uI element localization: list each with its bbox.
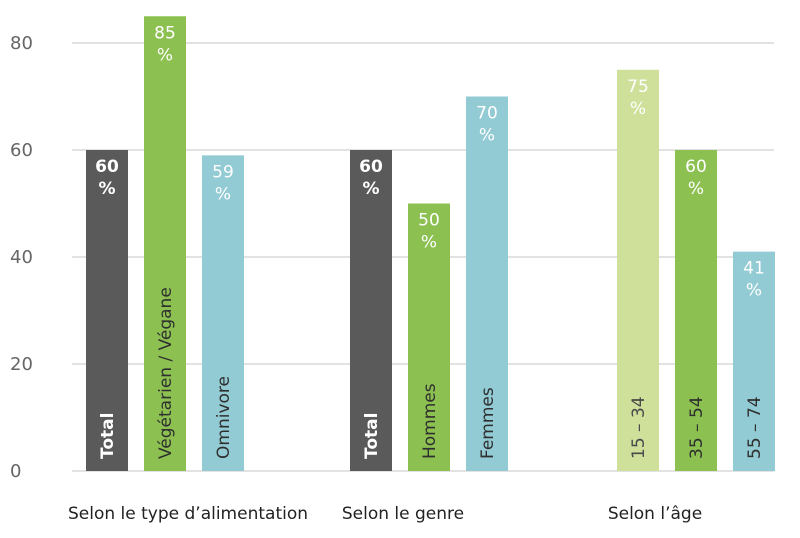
bar-category-label: Total bbox=[98, 413, 118, 459]
bar-value-unit: % bbox=[479, 126, 495, 146]
bar-category-label: Hommes bbox=[420, 383, 440, 459]
bar-value-unit: % bbox=[98, 179, 115, 199]
y-tick-label: 0 bbox=[10, 461, 21, 482]
y-tick-label: 80 bbox=[10, 33, 33, 54]
bar bbox=[617, 69, 659, 471]
bar-category-label: Total bbox=[362, 413, 382, 459]
bar-value-unit: % bbox=[688, 179, 704, 199]
group-label: Selon le type d’alimentation bbox=[68, 504, 308, 524]
bar-value-unit: % bbox=[215, 184, 231, 204]
bar-value-label: 75 bbox=[627, 77, 649, 97]
bar bbox=[202, 155, 244, 471]
bar-value-unit: % bbox=[630, 99, 646, 119]
bar-category-label: Femmes bbox=[478, 387, 498, 459]
group-label: Selon le genre bbox=[342, 504, 464, 524]
y-tick-label: 40 bbox=[10, 247, 33, 268]
y-tick-label: 20 bbox=[10, 354, 33, 375]
bar-category-label: Végétarien / Végane bbox=[156, 287, 176, 459]
bar-category-label: 35 – 54 bbox=[687, 396, 707, 459]
bar-value-label: 70 bbox=[476, 104, 498, 124]
bar bbox=[408, 203, 450, 471]
bar-category-label: 55 – 74 bbox=[745, 396, 765, 459]
bar-value-label: 60 bbox=[359, 157, 383, 177]
bar-value-label: 60 bbox=[95, 157, 119, 177]
bar bbox=[350, 150, 392, 471]
bar bbox=[86, 150, 128, 471]
group-label: Selon l’âge bbox=[608, 504, 702, 524]
bar-value-label: 85 bbox=[154, 23, 176, 43]
bar-value-unit: % bbox=[362, 179, 379, 199]
bar-value-label: 60 bbox=[685, 157, 707, 177]
bar bbox=[144, 16, 186, 471]
bar-category-label: Omnivore bbox=[214, 376, 234, 459]
bar-value-label: 50 bbox=[418, 211, 440, 231]
bar-value-unit: % bbox=[421, 233, 437, 253]
bar bbox=[733, 251, 775, 471]
bar-value-label: 59 bbox=[212, 162, 234, 182]
bar-category-label: 15 – 34 bbox=[629, 396, 649, 459]
bar-value-label: 41 bbox=[743, 259, 765, 279]
bar-value-unit: % bbox=[157, 45, 173, 65]
bar bbox=[675, 150, 717, 471]
bar-value-unit: % bbox=[746, 281, 762, 301]
y-tick-label: 60 bbox=[10, 140, 33, 161]
bar bbox=[466, 96, 508, 471]
